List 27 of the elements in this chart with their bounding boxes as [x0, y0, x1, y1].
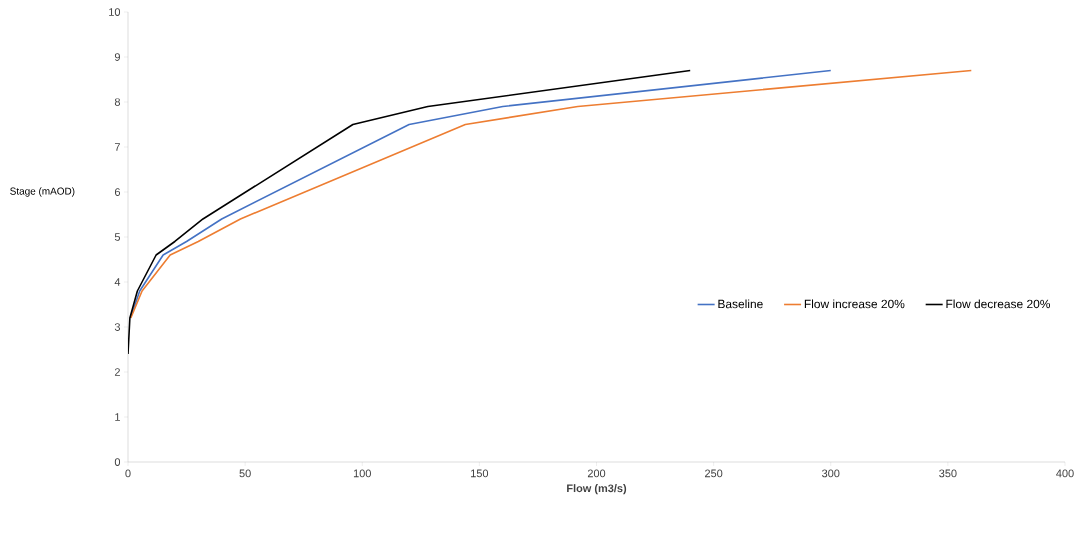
y-tick-label: 8	[114, 98, 121, 106]
x-tick-label: 300	[822, 469, 840, 478]
y-tick-label: 3	[114, 323, 121, 331]
x-tick-label: 350	[939, 469, 957, 478]
x-tick-label: 250	[705, 469, 723, 478]
y-axis-title: Stage (mAOD)	[10, 187, 75, 197]
x-tick-label: 0	[125, 469, 131, 478]
legend-label: Flow increase 20%	[804, 299, 905, 309]
legend-label: Flow decrease 20%	[946, 299, 1051, 309]
y-tick-label: 9	[114, 53, 120, 61]
line-series	[130, 69, 973, 319]
x-tick-label: 150	[471, 469, 489, 478]
x-tick-label: 400	[1056, 469, 1074, 478]
y-tick-label: 10	[109, 8, 121, 16]
y-tick-label: 2	[114, 368, 120, 376]
y-tick-label: 7	[114, 143, 120, 151]
y-tick-label: 4	[114, 278, 121, 286]
legend-label: Baseline	[718, 299, 763, 309]
line-series	[128, 69, 691, 355]
y-tick-label: 1	[115, 413, 120, 421]
x-axis-title: Flow (m3/s)	[567, 484, 627, 495]
y-tick-label: 6	[114, 188, 121, 196]
x-tick-label: 100	[353, 469, 371, 478]
x-tick-label: 50	[239, 469, 251, 478]
y-tick-label: 5	[114, 233, 121, 241]
x-tick-label: 200	[587, 469, 606, 478]
y-tick-label: 0	[114, 458, 121, 466]
